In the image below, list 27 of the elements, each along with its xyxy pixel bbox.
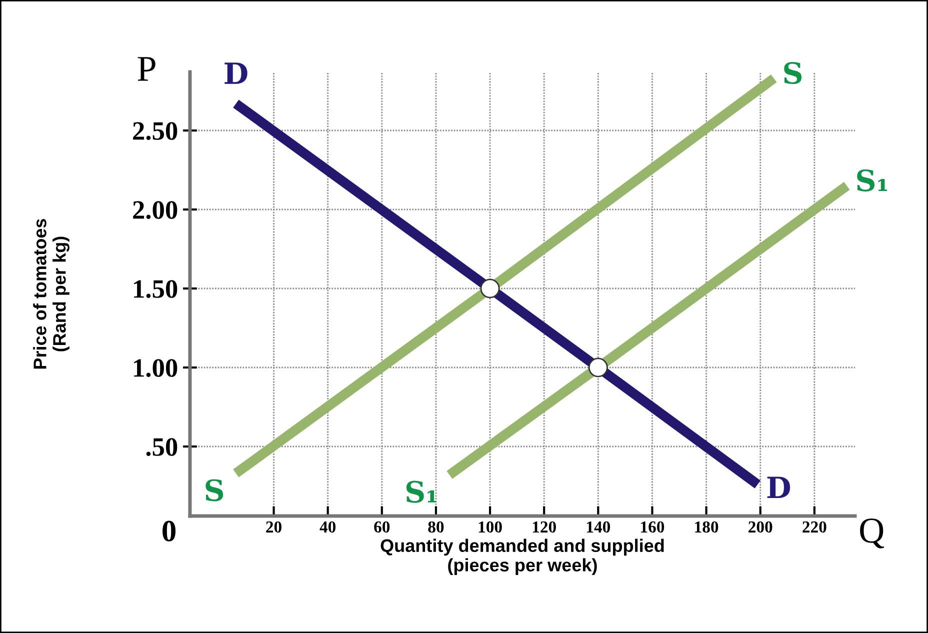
y-axis-title: Price of tomatoes (Rand per kg) bbox=[33, 219, 70, 369]
x-tick-label: 100 bbox=[478, 521, 502, 533]
series-label: D bbox=[767, 476, 790, 498]
x-tick-label: 20 bbox=[266, 521, 282, 533]
text: S₁ bbox=[406, 480, 436, 503]
x-axis-title: Quantity demanded and supplied (pieces per week) bbox=[380, 538, 664, 576]
text: P bbox=[138, 57, 156, 81]
y-tick-label: 1.50 bbox=[134, 280, 178, 298]
x-tick-label: 80 bbox=[428, 521, 444, 533]
x-tick-label: 160 bbox=[641, 521, 664, 533]
x-tick-label: 180 bbox=[695, 521, 718, 533]
x-tick-label: 220 bbox=[802, 521, 826, 533]
y-tick-label: 2.50 bbox=[133, 122, 178, 140]
text: 0 bbox=[162, 520, 176, 542]
y-tick-label: 2.00 bbox=[133, 201, 178, 220]
x-tick-label: 140 bbox=[586, 521, 610, 533]
text: D bbox=[224, 62, 248, 84]
text: Q bbox=[860, 518, 884, 548]
y-tick-label: .50 bbox=[146, 438, 178, 456]
x-tick-label: 120 bbox=[532, 521, 556, 533]
series-label: S₁ bbox=[857, 169, 888, 192]
x-tick-label: 40 bbox=[320, 521, 336, 533]
y-tick-label: 1.00 bbox=[134, 359, 178, 378]
x-tick-label: 60 bbox=[374, 521, 390, 533]
series-label: S bbox=[784, 62, 802, 84]
x-tick-label: 200 bbox=[748, 521, 772, 533]
text: S bbox=[206, 479, 224, 502]
